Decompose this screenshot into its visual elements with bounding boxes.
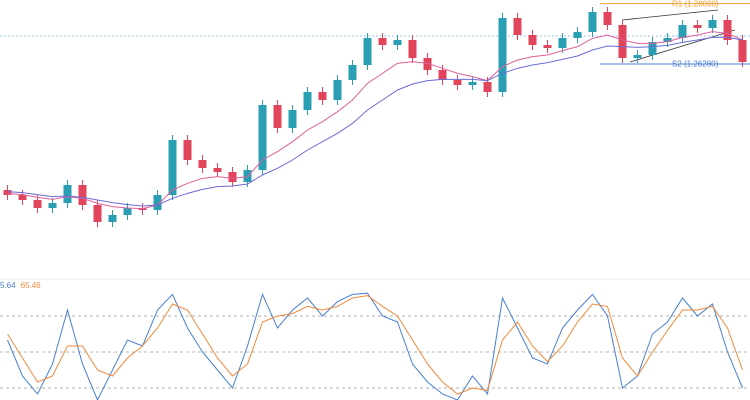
candle-body: [333, 80, 342, 100]
pivot-label: R1 (1.28090): [672, 0, 719, 8]
candle-body: [78, 185, 87, 205]
candle-body: [348, 65, 357, 80]
channel-line: [629, 29, 736, 63]
candle-body: [468, 82, 477, 85]
candle-body: [618, 25, 627, 58]
candle-body: [693, 25, 702, 28]
candle-body: [723, 20, 732, 40]
candle-body: [33, 200, 42, 208]
candle-body: [573, 32, 582, 38]
indicator-line: [7, 31, 743, 210]
candle-body: [648, 42, 657, 55]
pivot-label: S2 (1.26280): [672, 60, 719, 69]
candle-body: [513, 18, 522, 35]
candle-body: [168, 140, 177, 195]
candle-body: [498, 18, 507, 92]
candle-body: [603, 12, 612, 25]
candle-body: [708, 20, 717, 28]
candle-body: [228, 172, 237, 182]
candle-body: [198, 160, 207, 168]
candle-body: [558, 38, 567, 48]
candle-body: [273, 105, 282, 128]
candle-body: [678, 25, 687, 38]
candle-body: [3, 190, 12, 195]
candle-body: [438, 70, 447, 80]
candle-body: [258, 105, 267, 170]
indicator-line: [7, 36, 743, 207]
candle-body: [483, 82, 492, 92]
candle-body: [183, 140, 192, 160]
candle-body: [363, 38, 372, 65]
candle-body: [543, 45, 552, 48]
candle-body: [153, 195, 162, 210]
candle-body: [453, 80, 462, 85]
candle-body: [288, 110, 297, 128]
candle-body: [93, 205, 102, 222]
candle-body: [528, 35, 537, 45]
candle-body: [738, 40, 747, 62]
indicator-readout: 65.46: [21, 281, 42, 290]
indicator-line: [7, 295, 743, 395]
candle-body: [213, 168, 222, 172]
candle-body: [318, 92, 327, 100]
candle-body: [588, 12, 597, 32]
candle-body: [423, 58, 432, 70]
candle-body: [123, 208, 132, 215]
candle-body: [378, 38, 387, 45]
candle-body: [633, 55, 642, 58]
candle-body: [63, 185, 72, 203]
candle-body: [393, 40, 402, 45]
drawings: [621, 9, 736, 63]
candle-body: [303, 92, 312, 110]
candle-body: [18, 195, 27, 200]
indicator-line: [7, 292, 743, 400]
candle-body: [663, 38, 672, 42]
channel-line: [621, 9, 719, 21]
candle-body: [48, 203, 57, 208]
indicator-readout: 5.64: [0, 281, 16, 290]
candle-body: [108, 215, 117, 222]
candle-body: [408, 40, 417, 58]
